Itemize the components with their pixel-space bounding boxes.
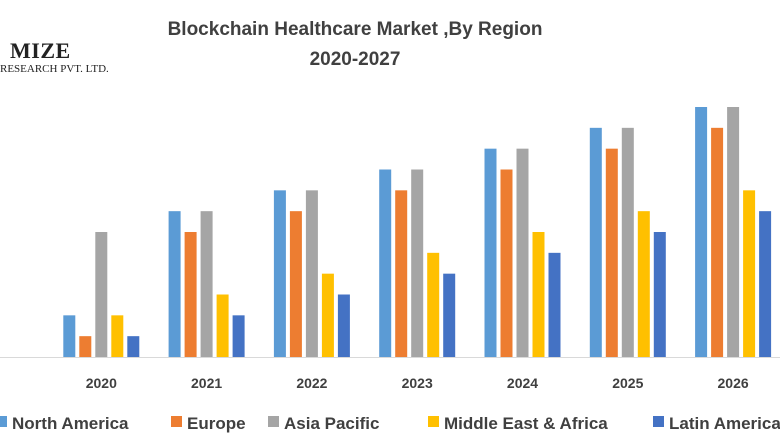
bar-latin-america-2025 [653, 232, 666, 357]
bar-europe-2026 [711, 127, 724, 357]
bar-asia-pacific-2020 [95, 232, 108, 357]
bar-middle-east-africa-2023 [427, 252, 440, 357]
bar-latin-america-2023 [443, 273, 456, 357]
legend-swatch [653, 416, 664, 427]
bar-latin-america-2021 [232, 315, 245, 357]
bar-middle-east-africa-2025 [637, 211, 650, 357]
x-tick-label: 2026 [718, 375, 749, 391]
legend-label: Latin America [669, 414, 780, 433]
bar-north-america-2022 [273, 190, 286, 357]
bar-latin-america-2022 [337, 294, 350, 357]
bar-north-america-2024 [484, 148, 497, 357]
bar-asia-pacific-2021 [200, 211, 213, 357]
bar-asia-pacific-2024 [516, 148, 529, 357]
bar-europe-2023 [395, 190, 408, 357]
bar-latin-america-2024 [548, 252, 561, 357]
bar-middle-east-africa-2024 [532, 232, 545, 357]
company-logo: MIZE RESEARCH PVT. LTD. [0, 40, 120, 76]
bar-asia-pacific-2023 [411, 169, 424, 357]
legend-swatch [268, 416, 279, 427]
bar-europe-2024 [500, 169, 513, 357]
bar-north-america-2026 [695, 107, 708, 357]
logo-subtitle: RESEARCH PVT. LTD. [0, 63, 109, 75]
legend-label: Europe [187, 414, 246, 433]
x-tick-label: 2023 [402, 375, 433, 391]
x-tick-label: 2021 [191, 375, 222, 391]
bar-north-america-2021 [168, 211, 181, 357]
bar-latin-america-2026 [759, 211, 772, 357]
chart-subtitle: 2020-2027 [309, 49, 401, 70]
x-tick-label: 2020 [86, 375, 117, 391]
legend-label: Asia Pacific [284, 414, 379, 433]
bar-asia-pacific-2025 [621, 127, 634, 357]
x-tick-label: 2024 [507, 375, 538, 391]
legend-swatch [428, 416, 439, 427]
bar-north-america-2020 [63, 315, 76, 357]
chart-title: Blockchain Healthcare Market ,By Region [167, 19, 543, 40]
bar-middle-east-africa-2026 [743, 190, 756, 357]
bar-middle-east-africa-2021 [216, 294, 229, 357]
legend-swatch [171, 416, 182, 427]
bar-north-america-2025 [589, 127, 602, 357]
logo-name: MIZE [10, 38, 71, 63]
bar-europe-2022 [289, 211, 302, 357]
bar-europe-2025 [605, 148, 618, 357]
bar-asia-pacific-2022 [305, 190, 318, 357]
bar-middle-east-africa-2020 [111, 315, 124, 357]
bar-latin-america-2020 [127, 336, 140, 357]
bar-north-america-2023 [379, 169, 392, 357]
x-tick-label: 2025 [612, 375, 643, 391]
bar-europe-2021 [184, 232, 197, 357]
bar-middle-east-africa-2022 [321, 273, 334, 357]
bar-europe-2020 [79, 336, 92, 357]
legend-label: North America [12, 414, 129, 433]
legend-swatch [0, 416, 7, 427]
bar-asia-pacific-2026 [727, 107, 740, 357]
x-tick-label: 2022 [296, 375, 327, 391]
legend-label: Middle East & Africa [444, 414, 608, 433]
